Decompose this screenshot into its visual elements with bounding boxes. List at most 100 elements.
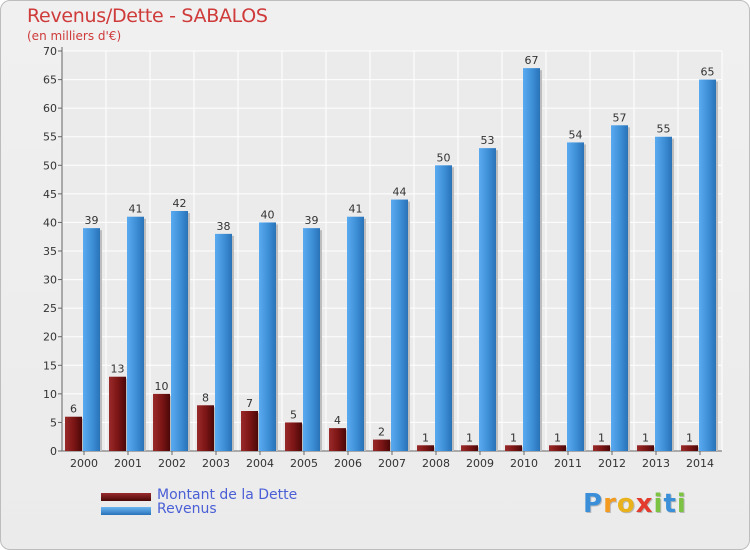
y-tick-label: 50: [43, 159, 57, 172]
y-tick-label: 40: [43, 216, 57, 229]
y-tick-label: 70: [43, 45, 57, 58]
debt-value-label: 10: [155, 380, 169, 393]
x-tick-label: 2002: [158, 457, 186, 470]
revenue-value-label: 57: [613, 111, 627, 124]
logo-letter: t: [663, 489, 677, 519]
debt-value-label: 1: [686, 431, 693, 444]
revenue-bar: [391, 199, 408, 451]
legend-swatch-debt: [101, 493, 151, 501]
revenue-bar: [259, 222, 276, 451]
legend-label-debt: Montant de la Dette: [157, 487, 298, 503]
logo-letter: r: [603, 489, 617, 519]
revenue-value-label: 39: [305, 214, 319, 227]
revenue-bar: [127, 216, 144, 451]
revenue-bar: [171, 211, 188, 451]
debt-bar: [461, 445, 478, 451]
revenue-value-label: 44: [393, 186, 407, 199]
debt-value-label: 2: [378, 426, 385, 439]
x-tick-label: 2000: [70, 457, 98, 470]
debt-bar: [417, 445, 434, 451]
revenue-bar: [83, 228, 100, 451]
debt-value-label: 1: [510, 431, 517, 444]
logo-letter: P: [583, 489, 604, 519]
logo-letter: o: [616, 489, 636, 519]
revenue-bar: [699, 79, 716, 452]
debt-bar: [505, 445, 522, 451]
debt-value-label: 1: [422, 431, 429, 444]
revenue-bar: [567, 142, 584, 451]
revenue-value-label: 50: [437, 151, 451, 164]
revenue-value-label: 55: [657, 123, 671, 136]
debt-bar: [681, 445, 698, 451]
bars: [65, 68, 718, 452]
debt-value-label: 4: [334, 414, 341, 427]
logo-letter: x: [635, 489, 654, 519]
revenue-bar: [655, 136, 672, 451]
x-tick-label: 2001: [114, 457, 142, 470]
debt-value-label: 7: [246, 397, 253, 410]
debt-bar: [637, 445, 654, 451]
revenue-value-label: 38: [217, 220, 231, 233]
logo-letter: i: [676, 489, 687, 519]
debt-bar: [197, 405, 214, 451]
revenue-value-label: 42: [173, 197, 187, 210]
debt-bar: [65, 416, 82, 451]
revenue-value-label: 41: [349, 203, 363, 216]
chart-title: Revenus/Dette - SABALOS: [27, 5, 268, 27]
logo-letter: i: [653, 489, 664, 519]
debt-value-label: 1: [466, 431, 473, 444]
x-tick-label: 2011: [554, 457, 582, 470]
x-tick-label: 2009: [466, 457, 494, 470]
revenue-value-label: 67: [525, 54, 539, 67]
legend-swatch-revenue: [101, 507, 151, 515]
revenue-bar: [435, 165, 452, 452]
debt-bar: [549, 445, 566, 451]
debt-bar: [285, 422, 302, 451]
debt-value-label: 6: [70, 403, 77, 416]
y-tick-label: 35: [43, 245, 57, 258]
revenue-bar: [479, 148, 496, 451]
debt-value-label: 1: [598, 431, 605, 444]
y-tick-label: 15: [43, 359, 57, 372]
revenue-bar: [303, 228, 320, 451]
debt-value-label: 13: [111, 363, 125, 376]
debt-value-label: 1: [642, 431, 649, 444]
y-tick-label: 55: [43, 131, 57, 144]
x-tick-label: 2012: [598, 457, 626, 470]
debt-value-label: 1: [554, 431, 561, 444]
x-tick-label: 2014: [686, 457, 714, 470]
debt-bar: [241, 411, 258, 451]
debt-bar: [109, 376, 126, 451]
y-tick-label: 5: [50, 416, 57, 429]
revenue-value-label: 40: [261, 208, 275, 221]
revenue-value-label: 53: [481, 134, 495, 147]
x-tick-label: 2004: [246, 457, 274, 470]
chart-subtitle: (en milliers d'€): [27, 29, 122, 43]
debt-bar: [153, 393, 170, 451]
revenue-bar: [523, 68, 540, 452]
x-tick-label: 2010: [510, 457, 538, 470]
debt-bar: [373, 439, 390, 451]
y-tick-label: 45: [43, 188, 57, 201]
debt-value-label: 5: [290, 408, 297, 421]
debt-bar: [593, 445, 610, 451]
x-tick-label: 2013: [642, 457, 670, 470]
y-tick-label: 20: [43, 331, 57, 344]
revenue-bar: [611, 125, 628, 452]
revenue-bar: [347, 216, 364, 451]
x-tick-label: 2003: [202, 457, 230, 470]
x-tick-label: 2007: [378, 457, 406, 470]
y-tick-label: 60: [43, 102, 57, 115]
x-tick-label: 2008: [422, 457, 450, 470]
debt-bar: [329, 428, 346, 451]
y-tick-label: 25: [43, 302, 57, 315]
revenue-value-label: 41: [129, 203, 143, 216]
y-tick-label: 30: [43, 274, 57, 287]
revenue-value-label: 54: [569, 128, 583, 141]
revenue-value-label: 65: [701, 66, 715, 79]
value-labels: 6391341104283874053944124415015316715415…: [70, 54, 715, 444]
revenue-value-label: 39: [85, 214, 99, 227]
x-tick-label: 2005: [290, 457, 318, 470]
